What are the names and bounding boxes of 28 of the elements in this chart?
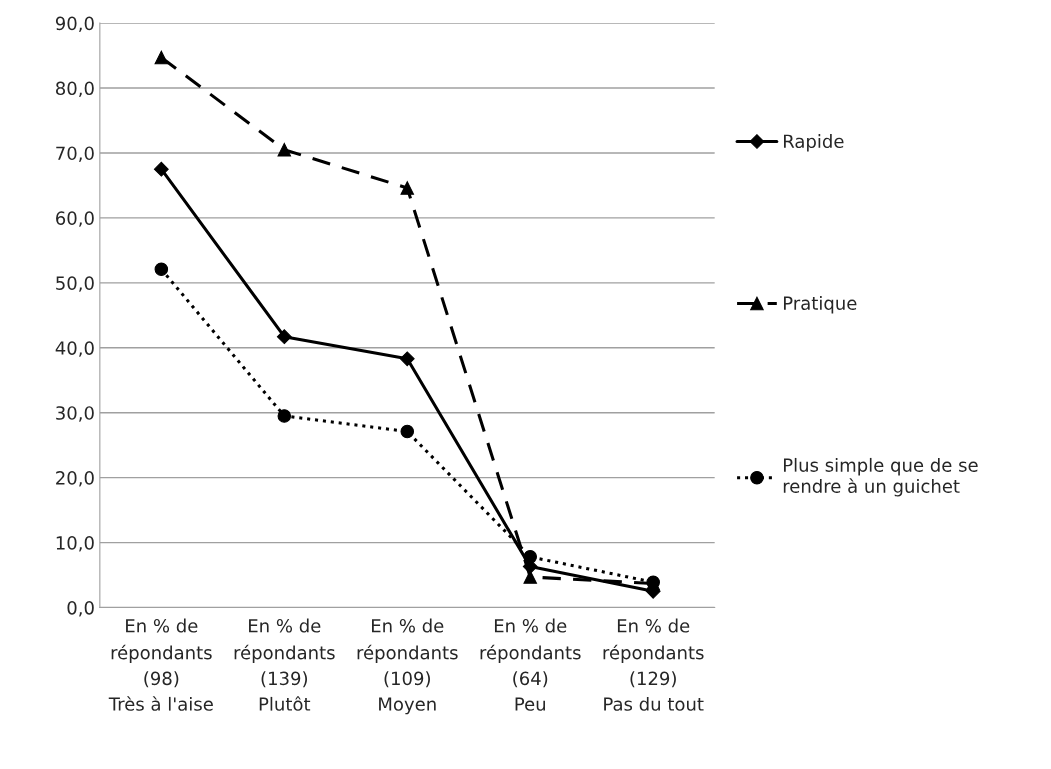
point <box>277 409 292 423</box>
x-tick-label: En % de répondants (129) Pas du tout <box>603 618 704 711</box>
y-tick-label: 70,0 <box>56 146 94 162</box>
y-tick-label: 90,0 <box>55 16 94 33</box>
x-tick-label: En % de répondants (139) Plutôt <box>234 618 335 711</box>
point <box>277 142 292 157</box>
y-tick-label: 40,0 <box>55 341 94 357</box>
point <box>153 161 169 177</box>
y-tick-label: 80,0 <box>56 81 94 97</box>
point <box>154 50 169 65</box>
x-tick-label: En % de répondants (98) Très à l'aise <box>108 618 213 711</box>
legend-label: Plus simple que de se rendre à un guichet <box>783 457 978 497</box>
y-tick-label: 10,0 <box>56 536 94 552</box>
point <box>400 424 415 439</box>
point <box>399 351 415 367</box>
y-tick-label: 0,0 <box>67 600 94 617</box>
point <box>523 570 537 584</box>
legend-label: Rapide <box>783 134 844 152</box>
point <box>400 181 415 195</box>
y-tick-label: 30,0 <box>56 406 94 422</box>
point <box>154 262 169 276</box>
x-tick-label: En % de répondants (109) Moyen <box>357 618 458 715</box>
point <box>276 329 292 345</box>
y-tick-label: 50,0 <box>56 276 94 292</box>
y-tick-label: 20,0 <box>56 471 94 487</box>
x-tick-label: En % de répondants (64) Peu <box>480 618 581 711</box>
legend-label: Pratique <box>783 296 857 314</box>
y-tick-label: 60,0 <box>56 211 94 227</box>
